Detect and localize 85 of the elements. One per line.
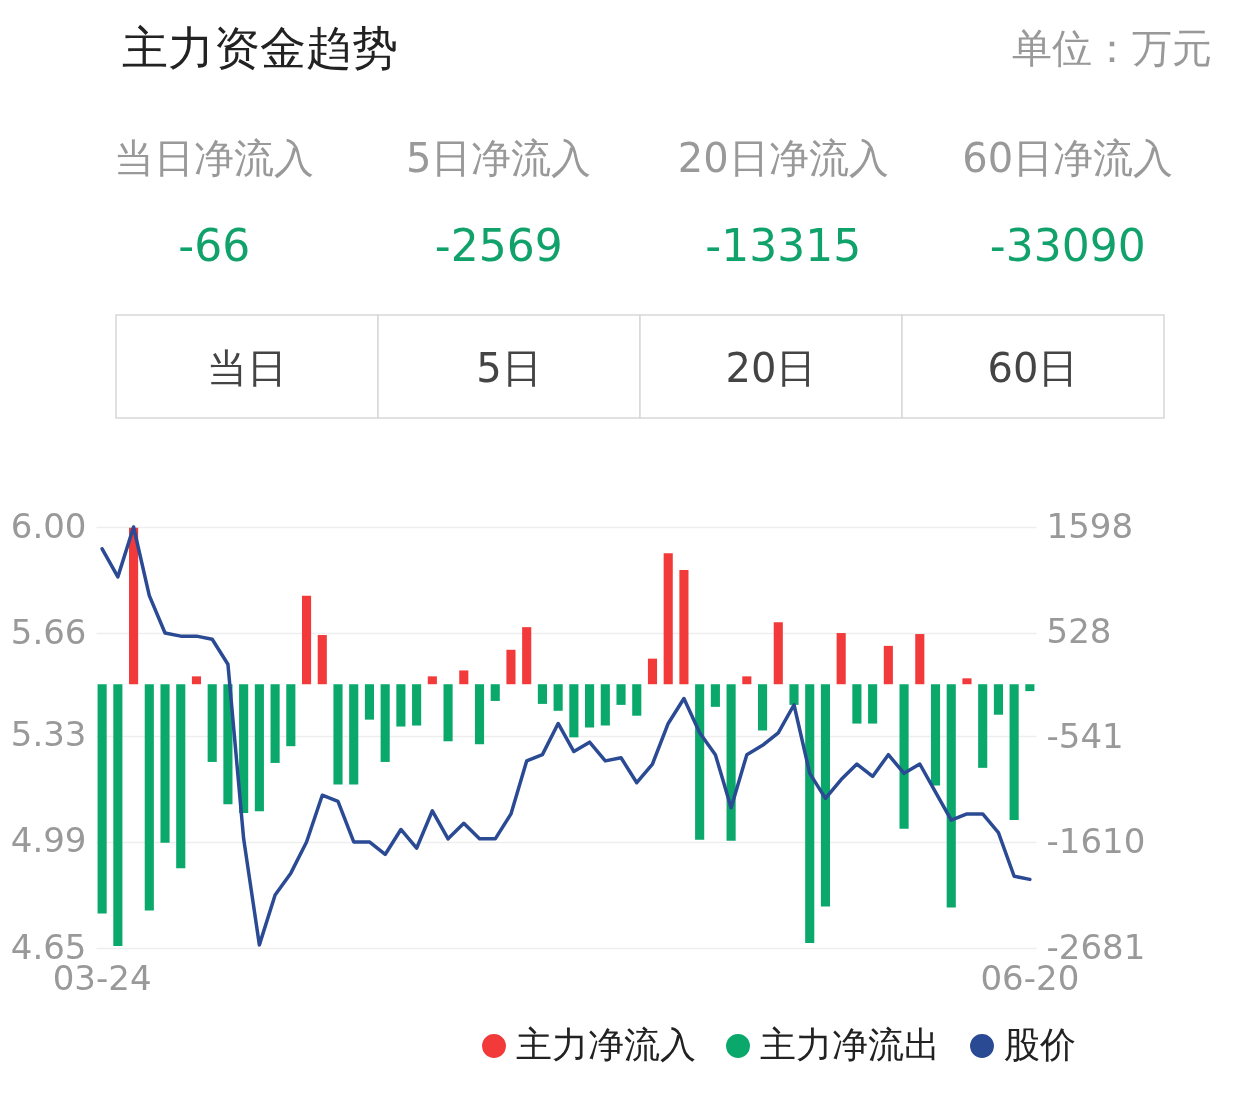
bar bbox=[695, 684, 705, 840]
bar bbox=[396, 684, 406, 727]
legend-label: 主力净流出 bbox=[760, 1024, 940, 1065]
bar bbox=[805, 684, 815, 943]
y2-tick-label: -541 bbox=[1046, 715, 1124, 756]
bar bbox=[380, 684, 390, 762]
text: 20日 bbox=[725, 345, 817, 391]
bar bbox=[270, 684, 280, 763]
bar bbox=[1025, 684, 1035, 692]
bar bbox=[537, 684, 547, 704]
legend-label: 股价 bbox=[1004, 1024, 1076, 1065]
bar bbox=[978, 684, 988, 768]
bar bbox=[443, 684, 453, 742]
bar bbox=[129, 527, 139, 685]
line-series bbox=[100, 525, 1032, 947]
bar bbox=[883, 645, 893, 685]
bar bbox=[915, 634, 925, 685]
bar bbox=[852, 684, 862, 724]
bar bbox=[176, 684, 186, 869]
bar bbox=[632, 684, 642, 716]
bar bbox=[836, 633, 846, 685]
bar bbox=[474, 684, 485, 745]
bar bbox=[97, 684, 107, 914]
bar bbox=[789, 684, 799, 705]
bar bbox=[207, 684, 217, 762]
data-label: -13315 bbox=[705, 220, 862, 271]
bar bbox=[1009, 684, 1019, 820]
bar bbox=[946, 684, 956, 908]
bar bbox=[349, 684, 359, 785]
bar bbox=[490, 684, 500, 701]
y-tick-label: 6.00 bbox=[10, 505, 87, 546]
bar bbox=[144, 684, 154, 911]
bar bbox=[506, 649, 516, 685]
bar bbox=[522, 627, 532, 685]
bar bbox=[773, 622, 783, 685]
bar bbox=[742, 676, 752, 685]
bar bbox=[679, 570, 689, 685]
bar bbox=[616, 684, 626, 705]
category-label: 60日净流入 bbox=[962, 135, 1174, 181]
bar bbox=[333, 684, 343, 785]
bar bbox=[820, 684, 831, 907]
bar bbox=[930, 684, 941, 786]
text: 当日 bbox=[207, 345, 287, 391]
bar bbox=[301, 595, 312, 685]
data-label: -66 bbox=[178, 220, 251, 271]
text: 5日 bbox=[476, 345, 542, 391]
legend-label: 主力净流入 bbox=[516, 1024, 696, 1065]
bar bbox=[962, 678, 972, 685]
text: 60日 bbox=[987, 345, 1079, 391]
bar bbox=[254, 684, 264, 812]
bar bbox=[868, 684, 878, 724]
bar bbox=[569, 684, 579, 738]
bar bbox=[459, 670, 469, 685]
y-tick-label: 4.99 bbox=[10, 820, 87, 861]
bar bbox=[663, 553, 673, 685]
y2-tick-label: -1610 bbox=[1046, 821, 1146, 862]
bar bbox=[412, 684, 422, 726]
bar bbox=[710, 684, 720, 707]
y-tick-label: 5.66 bbox=[10, 611, 87, 652]
bar bbox=[191, 676, 202, 685]
bar bbox=[757, 684, 768, 731]
category-label: 20日净流入 bbox=[677, 135, 889, 181]
category-label: 当日净流入 bbox=[114, 135, 315, 181]
y-tick-label: 5.33 bbox=[10, 714, 87, 755]
bar bbox=[647, 658, 658, 685]
y2-tick-label: 528 bbox=[1046, 610, 1112, 651]
bar bbox=[427, 676, 437, 685]
bar bbox=[585, 684, 595, 728]
bar bbox=[364, 684, 375, 720]
bar bbox=[317, 635, 327, 685]
text: 主力资金趋势 bbox=[122, 21, 398, 75]
bar bbox=[553, 684, 563, 711]
data-label: -33090 bbox=[989, 220, 1146, 271]
bar bbox=[113, 684, 123, 946]
bar bbox=[160, 684, 170, 843]
bar bbox=[600, 684, 610, 726]
data-label: -2569 bbox=[434, 220, 563, 271]
bar bbox=[239, 684, 249, 814]
bar bbox=[726, 684, 736, 841]
bar bbox=[899, 684, 909, 829]
category-label: 5日净流入 bbox=[406, 135, 592, 181]
bar bbox=[993, 684, 1003, 715]
text: 单位：万元 bbox=[1012, 25, 1212, 71]
bar bbox=[286, 684, 296, 747]
y2-tick-label: 1598 bbox=[1046, 505, 1134, 546]
